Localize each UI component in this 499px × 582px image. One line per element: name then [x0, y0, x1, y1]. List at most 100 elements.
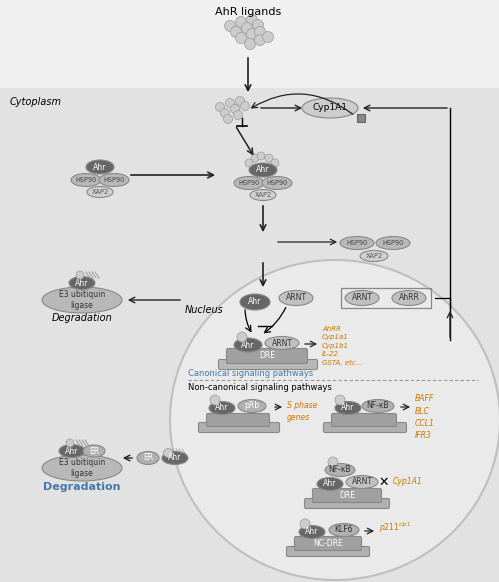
Circle shape	[271, 159, 279, 167]
Circle shape	[164, 449, 173, 457]
Circle shape	[225, 20, 236, 31]
Circle shape	[234, 111, 243, 119]
Text: Ahr: Ahr	[65, 446, 79, 456]
Text: S phase
genes: S phase genes	[287, 401, 317, 422]
Circle shape	[300, 519, 310, 529]
Circle shape	[236, 97, 245, 105]
Text: Ahr: Ahr	[323, 480, 337, 488]
Text: ARNT: ARNT	[351, 293, 372, 303]
Ellipse shape	[250, 190, 276, 201]
Circle shape	[226, 98, 235, 108]
Text: ER: ER	[89, 446, 99, 456]
Circle shape	[237, 332, 247, 342]
Circle shape	[265, 154, 273, 162]
FancyBboxPatch shape	[312, 488, 382, 502]
Ellipse shape	[209, 402, 235, 414]
Text: XAP2: XAP2	[254, 192, 271, 198]
Text: Nucleus: Nucleus	[185, 305, 224, 315]
Text: Ahr: Ahr	[168, 453, 182, 463]
Text: Non-canonical signaling pathways: Non-canonical signaling pathways	[188, 382, 332, 392]
Text: NF-κB: NF-κB	[329, 466, 351, 474]
FancyBboxPatch shape	[331, 413, 397, 427]
Ellipse shape	[59, 445, 85, 457]
Text: Canonical signaling pathways: Canonical signaling pathways	[188, 368, 313, 378]
Circle shape	[76, 271, 84, 279]
Ellipse shape	[137, 452, 159, 464]
Circle shape	[231, 105, 240, 113]
Circle shape	[66, 439, 74, 447]
Ellipse shape	[87, 186, 113, 197]
FancyBboxPatch shape	[227, 349, 307, 364]
Ellipse shape	[302, 98, 358, 118]
Ellipse shape	[279, 290, 313, 306]
Text: Ahr: Ahr	[215, 403, 229, 413]
FancyBboxPatch shape	[294, 537, 361, 551]
Text: ARNT: ARNT	[271, 339, 292, 347]
Text: Cytoplasm: Cytoplasm	[10, 97, 62, 107]
Ellipse shape	[42, 287, 122, 313]
Text: Ahr: Ahr	[242, 340, 254, 350]
Circle shape	[247, 15, 257, 26]
Circle shape	[328, 457, 338, 467]
Circle shape	[247, 29, 257, 40]
Ellipse shape	[99, 173, 129, 186]
Ellipse shape	[360, 250, 388, 261]
Ellipse shape	[262, 176, 292, 190]
Text: HSP90: HSP90	[239, 180, 259, 186]
Ellipse shape	[345, 290, 379, 306]
Circle shape	[245, 159, 253, 167]
Text: AhRR: AhRR	[399, 293, 420, 303]
Text: NF-κB: NF-κB	[367, 402, 389, 410]
Circle shape	[236, 16, 247, 27]
Text: E3 ubitiquin
ligase: E3 ubitiquin ligase	[59, 458, 105, 478]
Ellipse shape	[234, 338, 262, 352]
Ellipse shape	[86, 160, 114, 174]
Ellipse shape	[238, 399, 266, 413]
Circle shape	[254, 34, 265, 45]
Text: $p211^{cip1}$: $p211^{cip1}$	[379, 521, 411, 535]
Ellipse shape	[42, 455, 122, 481]
Text: HSP90: HSP90	[75, 177, 97, 183]
Circle shape	[257, 152, 265, 160]
Text: BAFF
BLC
CCL1
IFR3: BAFF BLC CCL1 IFR3	[415, 394, 435, 441]
Text: Ahr: Ahr	[305, 527, 319, 537]
Text: HSP90: HSP90	[382, 240, 404, 246]
Ellipse shape	[392, 290, 426, 306]
Text: E3 ubitiquin
ligase: E3 ubitiquin ligase	[59, 290, 105, 310]
Ellipse shape	[83, 445, 105, 457]
Text: HSP90: HSP90	[346, 240, 368, 246]
Ellipse shape	[335, 402, 361, 414]
Ellipse shape	[240, 294, 270, 310]
Circle shape	[231, 27, 242, 37]
Circle shape	[236, 33, 247, 44]
Text: ✕: ✕	[379, 475, 389, 488]
Ellipse shape	[317, 477, 343, 491]
Ellipse shape	[71, 173, 101, 186]
Circle shape	[241, 101, 250, 111]
Text: XAP2: XAP2	[91, 189, 109, 195]
FancyBboxPatch shape	[323, 423, 407, 432]
FancyBboxPatch shape	[304, 499, 390, 509]
Ellipse shape	[340, 236, 374, 250]
Ellipse shape	[265, 336, 299, 350]
Text: Ahr: Ahr	[75, 279, 89, 288]
Bar	[0, 0, 499, 88]
Text: Degradation: Degradation	[51, 313, 112, 323]
Circle shape	[210, 395, 220, 405]
Ellipse shape	[329, 523, 359, 537]
Circle shape	[254, 27, 265, 37]
Text: ER: ER	[143, 453, 153, 463]
Ellipse shape	[362, 399, 394, 413]
Circle shape	[251, 154, 259, 162]
Ellipse shape	[346, 475, 378, 488]
Text: Ahr: Ahr	[256, 165, 269, 175]
Text: AhRR
Cyp1a1
Cyp1b1
IL-22
GSTA, etc...: AhRR Cyp1a1 Cyp1b1 IL-22 GSTA, etc...	[322, 326, 362, 366]
FancyBboxPatch shape	[207, 413, 269, 427]
Text: Ahr: Ahr	[249, 297, 261, 307]
Text: DRE: DRE	[259, 352, 275, 360]
FancyBboxPatch shape	[199, 423, 279, 432]
Text: ARNT: ARNT	[285, 293, 306, 303]
Ellipse shape	[69, 276, 95, 289]
Text: AhR ligands: AhR ligands	[215, 7, 281, 17]
Ellipse shape	[325, 463, 355, 477]
